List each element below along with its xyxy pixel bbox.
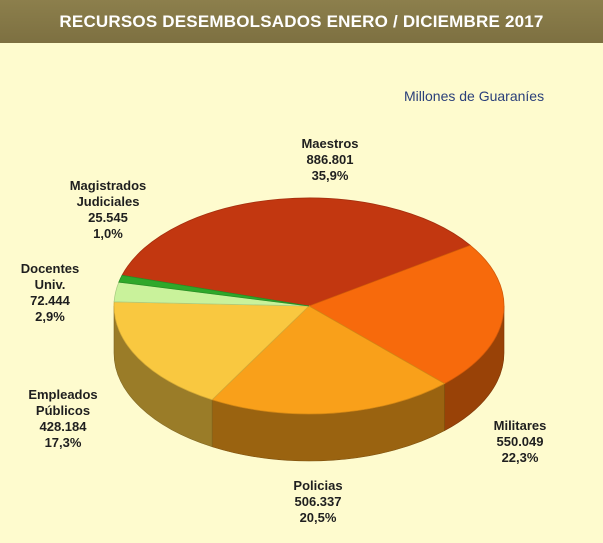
label-empleados-publicos: Empleados Públicos 428.184 17,3% [28,387,98,450]
pie-slice-magistrados-judiciales [118,274,310,307]
label-maestros: Maestros 886.801 35,9% [301,136,359,183]
pie-slice-militares [308,244,505,385]
pie-slice-empleados-p-blicos [113,301,310,401]
label-magistrados-judiciales: Magistrados Judiciales 25.545 1,0% [69,178,147,241]
pie-slice-maestros [121,197,472,307]
pie-top-faces [113,197,505,415]
header-bar: RECURSOS DESEMBOLSADOS ENERO / DICIEMBRE… [0,0,603,43]
pie-slice-policias [211,305,446,415]
page-title: RECURSOS DESEMBOLSADOS ENERO / DICIEMBRE… [59,11,544,31]
label-docentes-univ: Docentes Univ. 72.444 2,9% [20,261,80,324]
label-policias: Policias 506.337 20,5% [293,478,343,525]
units-label: Millones de Guaraníes [404,88,545,104]
label-militares: Militares 550.049 22,3% [493,418,547,465]
